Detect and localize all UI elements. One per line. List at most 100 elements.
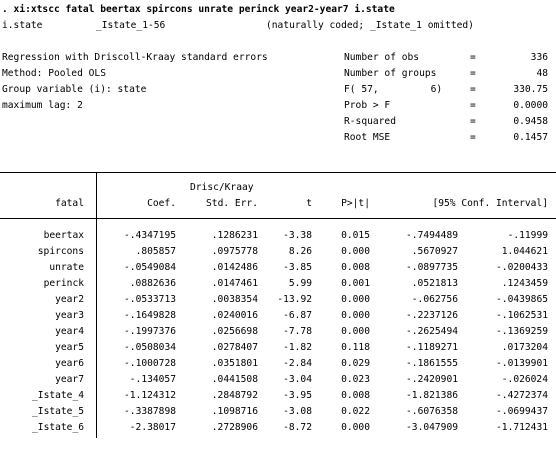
ci-upper: -.026024 — [501, 374, 548, 385]
ci-upper: -.0200433 — [496, 262, 548, 273]
p-value: 0.001 — [341, 278, 370, 289]
ci-lower: -.1861555 — [406, 358, 458, 369]
se-value: .2848792 — [211, 390, 258, 401]
table-row: beertax -.4347195 .1286231 -3.38 0.015 -.7494… — [0, 228, 556, 244]
ci-upper: .1243459 — [501, 278, 548, 289]
ci-lower: -.2237126 — [406, 310, 458, 321]
ci-upper: -.0439865 — [496, 294, 548, 305]
table-row: _Istate_5 -.3387898 .1098716 -3.08 0.022 -.60… — [0, 404, 556, 420]
coef-value: -.0533713 — [124, 294, 176, 305]
xi-expansion-line: i.state _Istate_1-56 (naturally coded; _… — [0, 18, 556, 34]
se-value: .0256698 — [211, 326, 258, 337]
stat-label: Number of obs — [344, 52, 420, 63]
t-value: -3.38 — [283, 230, 312, 241]
t-value: -3.08 — [283, 406, 312, 417]
coef-value: -.1997376 — [124, 326, 176, 337]
table-row: spircons .805857 .0975778 8.26 0.000 .5670927… — [0, 244, 556, 260]
ci-lower: .0521813 — [411, 278, 458, 289]
xi-range: _Istate_1-56 — [96, 20, 166, 31]
table-row: year3 -.1649828 .0240016 -6.87 0.000 -.223712… — [0, 308, 556, 324]
stat-row: Number of obs = 336 — [0, 50, 556, 66]
se-value: .0038354 — [211, 294, 258, 305]
var-name: spircons — [37, 246, 84, 257]
var-name: _Istate_6 — [32, 422, 84, 433]
t-value: -3.95 — [283, 390, 312, 401]
coef-value: -1.124312 — [124, 390, 176, 401]
se-value: .0142486 — [211, 262, 258, 273]
t-value: 8.26 — [288, 246, 312, 257]
table-top-rule — [0, 172, 556, 173]
p-value: 0.029 — [341, 358, 370, 369]
stat-equals: = — [470, 100, 476, 111]
table-row: year4 -.1997376 .0256698 -7.78 0.000 -.262549… — [0, 324, 556, 340]
t-value: -8.72 — [283, 422, 312, 433]
var-name: perinck — [43, 278, 84, 289]
stat-label: Prob > F — [344, 100, 391, 111]
ci-lower: -.1189271 — [406, 342, 458, 353]
p-value: 0.000 — [341, 422, 370, 433]
ci-upper: -.0699437 — [496, 406, 548, 417]
se-value: .0975778 — [211, 246, 258, 257]
stat-row: Prob > F = 0.0000 — [0, 98, 556, 114]
xi-var: i.state — [2, 20, 43, 31]
se-value: .1286231 — [211, 230, 258, 241]
t-value: -7.78 — [283, 326, 312, 337]
table-header-top: Drisc/Kraay — [0, 180, 556, 196]
t-value: -6.87 — [283, 310, 312, 321]
table-row: _Istate_6 -2.38017 .2728906 -8.72 0.000 -3.04… — [0, 420, 556, 436]
stat-label: Number of groups — [344, 68, 437, 79]
table-header: fatal Coef. Std. Err. t P>|t| [95% Conf.… — [0, 196, 556, 212]
command-line: . xi:xtscc fatal beertax spircons unrate… — [2, 4, 395, 15]
var-name: year6 — [55, 358, 84, 369]
stat-value: 0.0000 — [513, 100, 548, 111]
coef-value: -2.38017 — [129, 422, 176, 433]
t-value: -2.84 — [283, 358, 312, 369]
col-header-t: t — [306, 198, 312, 209]
ci-lower: -.7494489 — [406, 230, 458, 241]
table-row: _Istate_4 -1.124312 .2848792 -3.95 0.008 -1.8… — [0, 388, 556, 404]
col-header-p: P>|t| — [341, 198, 370, 209]
ci-upper: -.1369259 — [496, 326, 548, 337]
ci-upper: -.1062531 — [496, 310, 548, 321]
p-value: 0.022 — [341, 406, 370, 417]
ci-lower: -1.821386 — [406, 390, 458, 401]
ci-lower: -3.047909 — [406, 422, 458, 433]
xi-note: (naturally coded; _Istate_1 omitted) — [266, 20, 474, 31]
table-row: unrate -.0549084 .0142486 -3.85 0.008 -.08977… — [0, 260, 556, 276]
col-header-depvar: fatal — [55, 198, 84, 209]
t-value: -3.85 — [283, 262, 312, 273]
table-row: year6 -.1000728 .0351801 -2.84 0.029 -.186155… — [0, 356, 556, 372]
stat-row: Root MSE = 0.1457 — [0, 130, 556, 146]
p-value: 0.000 — [341, 326, 370, 337]
ci-upper: -.4272374 — [496, 390, 548, 401]
var-name: year2 — [55, 294, 84, 305]
var-name: year5 — [55, 342, 84, 353]
stat-value: 330.75 — [513, 84, 548, 95]
table-row: perinck .0882636 .0147461 5.99 0.001 .0521813… — [0, 276, 556, 292]
ci-lower: -.062756 — [411, 294, 458, 305]
var-name: beertax — [43, 230, 84, 241]
se-value: .1098716 — [211, 406, 258, 417]
ci-lower: -.2625494 — [406, 326, 458, 337]
p-value: 0.000 — [341, 294, 370, 305]
info-line-lag: maximum lag: 2 — [2, 100, 83, 111]
coef-value: -.134057 — [129, 374, 176, 385]
info-line-method: Method: Pooled OLS — [2, 68, 106, 79]
var-name: _Istate_5 — [32, 406, 84, 417]
se-value: .0240016 — [211, 310, 258, 321]
stat-equals: = — [470, 132, 476, 143]
coef-value: -.0508034 — [124, 342, 176, 353]
stat-row: Number of groups = 48 — [0, 66, 556, 82]
col-header-coef: Coef. — [147, 198, 176, 209]
stat-value: 0.1457 — [513, 132, 548, 143]
ci-upper: .0173204 — [501, 342, 548, 353]
ci-upper: -.11999 — [507, 230, 548, 241]
stat-label: R-squared — [344, 116, 396, 127]
se-value: .0278407 — [211, 342, 258, 353]
table-row: year2 -.0533713 .0038354 -13.92 0.000 -.06275… — [0, 292, 556, 308]
var-name: year3 — [55, 310, 84, 321]
se-header-top: Drisc/Kraay — [190, 182, 254, 193]
table-header-rule — [0, 218, 556, 219]
se-value: .0441508 — [211, 374, 258, 385]
p-value: 0.118 — [341, 342, 370, 353]
